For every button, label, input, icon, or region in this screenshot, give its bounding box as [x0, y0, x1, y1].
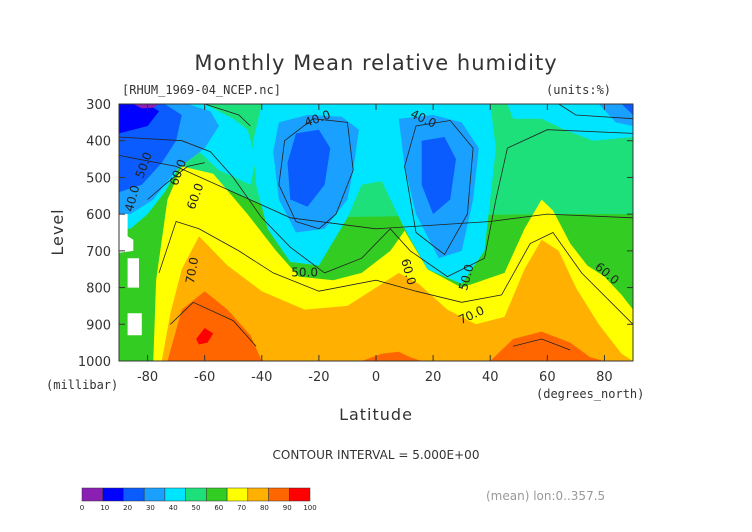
contour-line-1	[119, 129, 633, 278]
contour-line-3	[278, 118, 354, 230]
units-label: (units:%)	[546, 83, 611, 97]
x-tick-label-3: -20	[308, 370, 329, 385]
y-tick-label-2: 500	[86, 171, 111, 186]
x-tick-label-7: 60	[539, 370, 556, 385]
contour-line-8	[204, 104, 251, 127]
contour-label-7: 50.0	[291, 266, 318, 280]
contour-label-8: 60.0	[398, 257, 418, 286]
y-tick-label-4: 700	[86, 245, 111, 260]
x-tick-label-4: 0	[372, 370, 380, 385]
x-tick-label-1: -60	[194, 370, 215, 385]
colorbar-swatch-0	[81, 487, 103, 502]
contour-line-0	[119, 155, 633, 230]
contour-region-18	[621, 104, 633, 115]
contour-region-4	[167, 291, 262, 361]
colorbar-swatch-3	[143, 487, 166, 502]
colorbar-tick-1: 10	[100, 504, 109, 512]
chart-title: Monthly Mean relative humidity	[194, 51, 557, 75]
y-tick-label-6: 900	[86, 318, 111, 333]
plot-area: 40.0 40.050.0 60.040.0 60.070.0 50.0 60.0 50.0…	[118, 103, 634, 362]
colorbar-tick-3: 30	[146, 504, 155, 512]
contour-region-22	[127, 258, 139, 288]
colorbar-swatch-10	[289, 487, 311, 502]
colorbar	[81, 487, 311, 502]
contour-lines	[119, 104, 633, 351]
colorbar-swatch-4	[164, 487, 186, 502]
x-axis-label: Latitude	[339, 405, 413, 424]
contour-label-9: 50.0	[456, 263, 476, 292]
contour-region-6	[490, 331, 605, 361]
x-unit-label: (degrees_north)	[536, 387, 644, 401]
x-tick-label-2: -40	[251, 370, 272, 385]
colorbar-tick-6: 60	[214, 504, 223, 512]
contour-region-17	[421, 137, 456, 215]
contour-region-21	[119, 214, 134, 253]
colorbar-tick-8: 80	[260, 504, 269, 512]
contour-line-5	[158, 220, 633, 325]
x-axis-ticks: -80 -60 -40 -20 0 20 40 60 80	[137, 104, 613, 385]
colorbar-tick-10: 100	[303, 504, 316, 512]
colorbar-swatch-6	[206, 487, 228, 502]
y-unit-label: (millibar)	[46, 378, 118, 392]
source-label: [RHUM_1969-04_NCEP.nc]	[122, 83, 281, 97]
mean-text: (mean) lon:0..357.5	[486, 489, 605, 503]
y-axis-label: Level	[48, 208, 67, 255]
colorbar-tick-9: 90	[283, 504, 292, 512]
x-tick-label-0: -80	[137, 370, 158, 385]
colorbar-tick-7: 70	[237, 504, 246, 512]
contour-region-16	[287, 129, 331, 207]
y-tick-label-3: 600	[86, 208, 111, 223]
contour-fills	[119, 104, 633, 361]
contour-label-6: 70.0	[183, 256, 201, 285]
y-tick-label-5: 800	[86, 282, 111, 297]
colorbar-swatch-1	[102, 487, 124, 502]
contour-region-23	[127, 313, 142, 336]
contour-line-9	[558, 104, 633, 120]
contour-region-19	[119, 104, 159, 134]
colorbar-tick-4: 40	[169, 504, 178, 512]
y-tick-label-0: 300	[86, 98, 111, 113]
x-tick-label-5: 20	[425, 370, 442, 385]
contour-line-2	[147, 162, 205, 200]
colorbar-swatch-5	[185, 487, 207, 502]
colorbar-tick-labels: 0 10 20 30 40 50 60 70 80 90 100	[80, 504, 317, 512]
contour-label-4: 40.0	[122, 184, 142, 213]
y-tick-label-7: 1000	[78, 355, 111, 370]
colorbar-tick-5: 50	[192, 504, 201, 512]
x-tick-label-6: 40	[482, 370, 499, 385]
colorbar-tick-0: 0	[80, 504, 84, 512]
colorbar-swatch-7	[226, 487, 249, 502]
y-axis-ticks: 300 400 500 600 700 800 900 1000	[78, 98, 633, 370]
contour-interval-text: CONTOUR INTERVAL = 5.000E+00	[273, 448, 480, 462]
colorbar-swatch-2	[123, 487, 145, 502]
contour-line-4	[404, 120, 474, 256]
contour-region-3	[161, 236, 633, 361]
contour-region-5	[361, 351, 422, 361]
contour-region-20	[133, 104, 159, 109]
colorbar-tick-2: 20	[123, 504, 132, 512]
x-tick-label-8: 80	[596, 370, 613, 385]
contour-region-14	[598, 104, 633, 126]
colorbar-swatch-9	[268, 487, 290, 502]
contour-region-7	[196, 328, 214, 345]
contour-line-6	[170, 301, 257, 347]
contour-line-7	[513, 338, 571, 351]
colorbar-swatch-8	[247, 487, 269, 502]
y-tick-label-1: 400	[86, 135, 111, 150]
contour-region-10	[507, 104, 633, 141]
